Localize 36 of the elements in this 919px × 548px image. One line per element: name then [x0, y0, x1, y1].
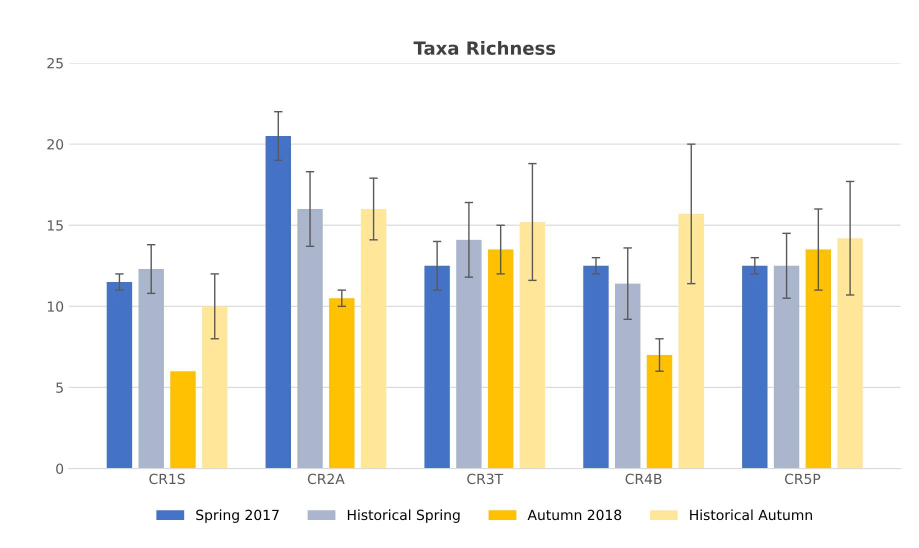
bar [615, 284, 640, 469]
bar [806, 250, 832, 469]
bar [520, 222, 546, 469]
x-tick-label: CR1S [149, 474, 185, 484]
bar [266, 136, 291, 469]
y-tick-label: 5 [56, 382, 63, 393]
bar [456, 240, 482, 469]
bar [774, 266, 800, 469]
bar [170, 371, 196, 469]
legend-label: Autumn 2018 [528, 510, 622, 520]
legend-label: Historical Spring [348, 509, 460, 523]
x-tick-label: CR5P [784, 474, 820, 484]
bar [138, 269, 164, 469]
bar [202, 306, 228, 469]
y-tick-label: 10 [48, 301, 64, 312]
bar [646, 354, 672, 469]
y-tick-label: 25 [47, 58, 63, 68]
bar [678, 214, 704, 469]
bar [837, 238, 863, 469]
bar [742, 266, 768, 469]
x-tick-label: CR2A [308, 474, 345, 484]
y-tick-label: 0 [56, 464, 64, 474]
bar [329, 298, 355, 469]
bar [424, 266, 450, 469]
bar [488, 250, 514, 469]
legend-label: Spring 2017 [196, 509, 279, 523]
x-tick-label: CR3T [467, 474, 504, 484]
bar [360, 209, 386, 469]
y-tick-label: 15 [48, 220, 63, 231]
bar [583, 266, 609, 469]
chart-title: Taxa Richness [414, 40, 556, 55]
x-tick-label: CR4B [626, 474, 662, 484]
y-tick-label: 20 [47, 139, 64, 150]
bar [297, 209, 323, 469]
legend-label: Historical Autumn [690, 509, 812, 520]
bar [106, 282, 132, 469]
